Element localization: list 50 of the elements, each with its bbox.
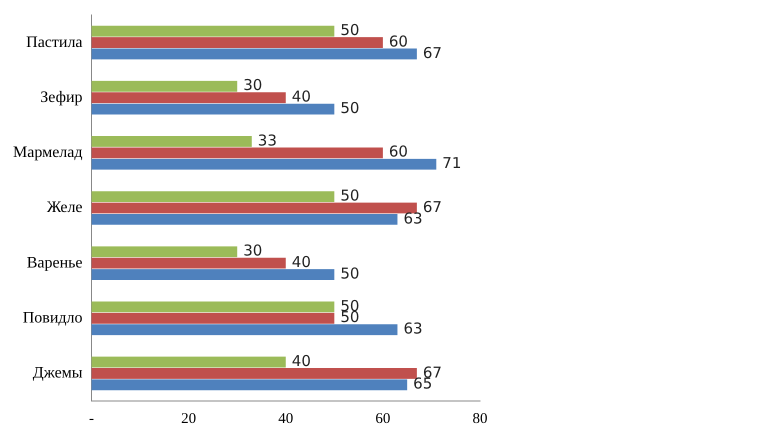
y-tick-label: Повидло xyxy=(22,309,83,326)
bar xyxy=(92,324,398,336)
data-label: 67 xyxy=(422,44,442,62)
bar xyxy=(92,379,408,390)
y-tick-label: Мармелад xyxy=(12,144,83,162)
bar xyxy=(92,136,252,147)
x-tick-label: 20 xyxy=(181,410,196,427)
bar xyxy=(92,356,286,368)
bar xyxy=(92,269,334,280)
data-label: 40 xyxy=(292,253,311,272)
bar xyxy=(92,37,383,48)
bar xyxy=(92,214,398,225)
data-label: 33 xyxy=(258,131,277,150)
bar xyxy=(92,147,383,158)
y-tick-label: Джемы xyxy=(32,364,83,382)
data-label: 60 xyxy=(388,142,408,161)
y-tick-label: Желе xyxy=(46,199,83,216)
data-label: 40 xyxy=(292,88,311,106)
data-label: 60 xyxy=(388,32,408,50)
y-tick-label: Варенье xyxy=(26,254,83,272)
data-label: 63 xyxy=(403,320,423,338)
x-tick-label: 40 xyxy=(278,410,294,427)
bar xyxy=(92,26,334,37)
x-tick-label: - xyxy=(89,410,94,427)
bar xyxy=(92,104,334,115)
bar xyxy=(92,48,417,60)
data-label: 30 xyxy=(243,76,262,94)
data-label: 30 xyxy=(243,242,262,260)
data-label: 50 xyxy=(340,99,360,117)
bar xyxy=(92,301,334,312)
bar xyxy=(92,368,417,379)
bar xyxy=(92,202,417,214)
y-tick-label: Пастила xyxy=(26,34,83,51)
data-label: 50 xyxy=(340,21,360,40)
x-tick-label: 60 xyxy=(375,410,390,427)
bar xyxy=(92,312,334,324)
bar xyxy=(92,80,238,92)
bar xyxy=(92,191,334,202)
data-label: 67 xyxy=(422,198,442,216)
x-tick-label: 80 xyxy=(472,410,488,427)
bar xyxy=(92,246,238,258)
data-label: 71 xyxy=(442,154,462,172)
bar xyxy=(92,258,286,269)
data-label: 63 xyxy=(403,209,423,228)
y-tick-label: Зефир xyxy=(40,88,83,106)
data-label: 50 xyxy=(340,264,360,282)
bar xyxy=(92,92,286,104)
data-label: 50 xyxy=(340,186,360,204)
data-label: 40 xyxy=(292,352,311,370)
bar xyxy=(92,158,436,170)
